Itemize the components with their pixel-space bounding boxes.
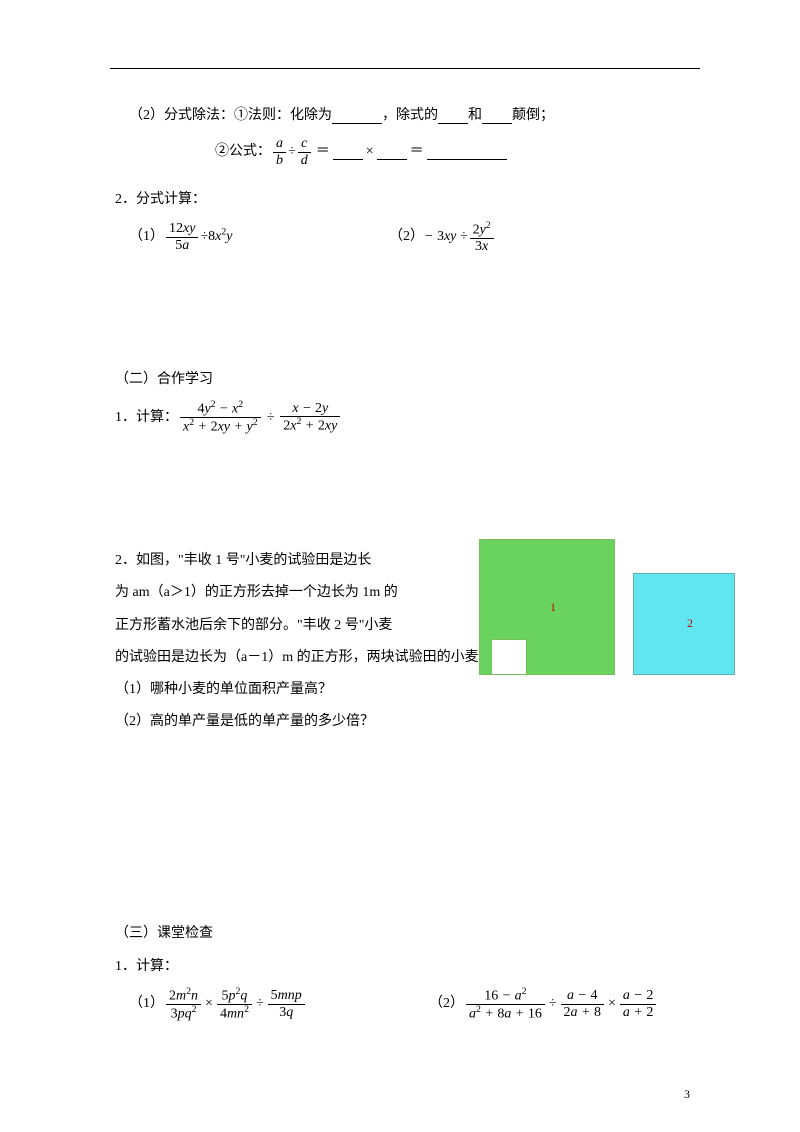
blank <box>332 109 382 124</box>
content: （2）分式除法：①法则：化除为 ，除式的 和 颠倒； ②公式： a b ÷ c … <box>115 100 690 1022</box>
op-eq: ＝ <box>316 136 330 168</box>
text: ②公式： <box>215 136 271 168</box>
blank <box>438 109 468 124</box>
fraction: 12xy 5a <box>166 221 198 253</box>
fraction: 16 − a2 a2 + 8a + 16 <box>466 987 545 1022</box>
field-1-square: 1 <box>479 539 615 675</box>
blank <box>377 145 407 160</box>
classcheck-row: （1） 2m2n 3pq2 × 5p2q 4mn2 ÷ 5mnp 3q （2） <box>115 987 690 1022</box>
label: （1） <box>129 221 164 253</box>
op-times: × <box>205 988 213 1020</box>
field-2-square: 2 <box>633 573 735 675</box>
text: 和 <box>468 100 482 132</box>
question-2: （2）高的单产量是低的单产量的多少倍？ <box>115 706 690 738</box>
op-eq: ＝ <box>410 136 424 168</box>
label: （1） <box>129 988 164 1020</box>
section-heading: （二）合作学习 <box>115 364 690 396</box>
fraction: 4y2 − x2 x2 + 2xy + y2 <box>180 400 261 435</box>
pool-cutout <box>492 639 527 674</box>
op-div: ÷ <box>549 988 557 1020</box>
field-2-label: 2 <box>663 610 705 638</box>
blank <box>482 109 512 124</box>
op-times: × <box>366 136 374 168</box>
op-div: ÷ <box>267 402 275 434</box>
top-rule <box>110 68 700 69</box>
blank <box>333 145 363 160</box>
expr: − 3xy ÷ <box>424 221 468 253</box>
calc-1: （1） 12xy 5a ÷8x2y <box>129 221 389 254</box>
blank <box>427 145 507 160</box>
fraction: 2y2 3x <box>470 221 494 254</box>
fraction: a − 4 2a + 8 <box>561 988 604 1020</box>
page: （2）分式除法：①法则：化除为 ，除式的 和 颠倒； ②公式： a b ÷ c … <box>0 0 800 1132</box>
label: 1．计算： <box>115 402 178 434</box>
text: ，除式的 <box>382 100 438 132</box>
classcheck-1: （1） 2m2n 3pq2 × 5p2q 4mn2 ÷ 5mnp 3q <box>129 987 429 1022</box>
subheading: 1．计算： <box>115 951 690 983</box>
label: （2） <box>389 221 424 253</box>
text: （2）分式除法：①法则：化除为 <box>129 100 332 132</box>
denominator: d <box>298 152 311 168</box>
fraction: x − 2y 2x2 + 2xy <box>280 401 340 434</box>
classcheck-2: （2） 16 − a2 a2 + 8a + 16 ÷ a − 4 2a + 8 … <box>429 987 658 1022</box>
fraction: 2m2n 3pq2 <box>166 987 201 1022</box>
problem2: 1 2 2．如图，"丰收 1 号"小麦的试验田是边长 为 am（a＞1）的正方形… <box>115 545 690 738</box>
question-1: （1）哪种小麦的单位面积产量高？ <box>115 674 690 706</box>
fraction: 5mnp 3q <box>268 988 305 1020</box>
coop-calc: 1．计算： 4y2 − x2 x2 + 2xy + y2 ÷ x − 2y 2x… <box>115 400 690 435</box>
section-heading: （三）课堂检查 <box>115 918 690 950</box>
fraction: a − 2 a + 2 <box>620 988 656 1020</box>
label: （2） <box>429 988 464 1020</box>
numerator: c <box>298 136 311 151</box>
division-rule-line: （2）分式除法：①法则：化除为 ，除式的 和 颠倒； <box>129 100 690 132</box>
denominator: b <box>273 152 286 168</box>
text: 颠倒； <box>512 100 554 132</box>
op-div: ÷ <box>256 988 264 1020</box>
op-div: ÷ <box>288 136 296 168</box>
numerator: a <box>273 136 286 151</box>
calc-2: （2） − 3xy ÷ 2y2 3x <box>389 221 496 254</box>
op-times: × <box>608 988 616 1020</box>
calc-row: （1） 12xy 5a ÷8x2y （2） − 3xy ÷ 2y2 3x <box>115 221 690 254</box>
expr: ÷8x2y <box>200 221 232 253</box>
wheat-field-figure: 1 2 <box>479 539 735 675</box>
page-number: 3 <box>684 1087 690 1102</box>
section-heading: 2．分式计算： <box>115 184 690 216</box>
fraction: 5p2q 4mn2 <box>217 987 252 1022</box>
division-formula-line: ②公式： a b ÷ c d ＝ × ＝ <box>215 136 690 168</box>
fraction-c-d: c d <box>298 136 311 168</box>
field-1-label: 1 <box>480 594 614 622</box>
fraction-a-b: a b <box>273 136 286 168</box>
